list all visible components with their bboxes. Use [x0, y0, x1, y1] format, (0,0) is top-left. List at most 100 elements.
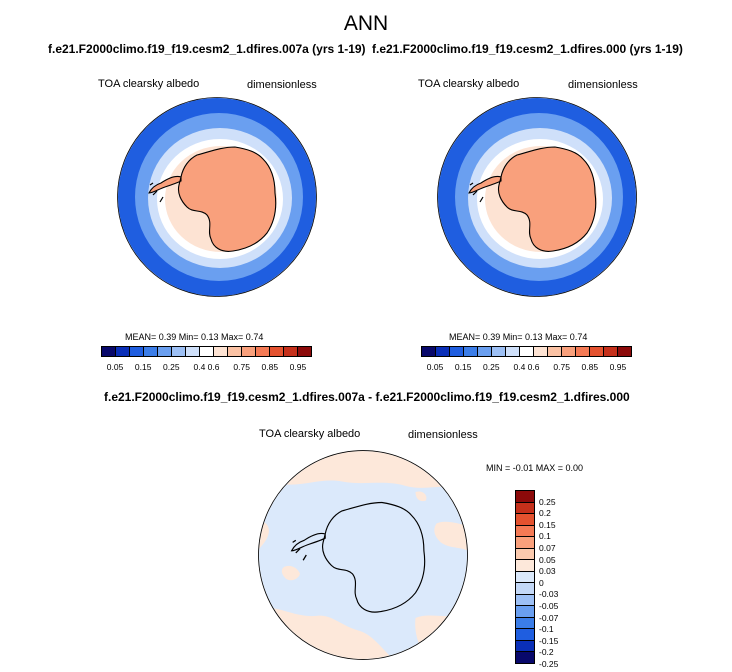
antarctica-coastline	[290, 501, 426, 613]
colorbar-swatch	[298, 347, 311, 356]
colorbar-tick-label: 0.2	[539, 508, 551, 519]
left-case-title: f.e21.F2000climo.f19_f19.cesm2_1.dfires.…	[48, 42, 366, 56]
colorbar-tick-label: 0.6	[527, 362, 540, 372]
colorbar-swatch	[516, 491, 534, 503]
colorbar-swatch	[516, 502, 534, 515]
colorbar-swatch	[516, 571, 534, 584]
colorbar-swatch	[102, 347, 116, 356]
colorbar-swatch	[516, 525, 534, 538]
colorbar-swatch	[228, 347, 242, 356]
colorbar-swatch	[618, 347, 631, 356]
colorbar-swatch	[520, 347, 534, 356]
colorbar-swatch	[516, 652, 534, 663]
zone-antarctic-interior	[516, 158, 588, 242]
left-units-label: dimensionless	[247, 79, 317, 91]
right-stats: MEAN= 0.39 Min= 0.13 Max= 0.74	[449, 332, 588, 342]
colorbar-swatch	[516, 537, 534, 549]
colorbar-tick-label: 0.4	[193, 362, 206, 372]
right-polar-map	[437, 97, 637, 297]
colorbar-tick-label: -0.2	[539, 647, 554, 658]
left-colorbar	[101, 346, 312, 357]
positive-patch-6	[415, 491, 427, 502]
colorbar-tick-label: 0.05	[539, 554, 556, 565]
left-stats: MEAN= 0.39 Min= 0.13 Max= 0.74	[125, 332, 264, 342]
colorbar-swatch	[516, 629, 534, 641]
colorbar-swatch	[436, 347, 450, 356]
colorbar-swatch	[256, 347, 270, 356]
colorbar-tick-label: 0.25	[483, 362, 500, 372]
zone-antarctic-peninsula	[149, 176, 181, 193]
zone-antarctic-interior	[196, 158, 268, 242]
colorbar-swatch	[548, 347, 562, 356]
colorbar-swatch	[516, 583, 534, 595]
left-polar-map	[117, 97, 317, 297]
colorbar-swatch	[284, 347, 298, 356]
colorbar-swatch	[450, 347, 464, 356]
colorbar-swatch	[130, 347, 144, 356]
colorbar-tick-label: 0.75	[553, 362, 570, 372]
antarctica-coastline	[468, 146, 597, 252]
diff-units-label: dimensionless	[408, 429, 478, 441]
positive-patch-5	[281, 565, 300, 581]
figure-title: ANN	[343, 12, 389, 35]
colorbar-swatch	[604, 347, 618, 356]
positive-patch-4	[434, 521, 467, 551]
zone-most-of-domain	[259, 451, 467, 659]
island-coastlines	[292, 539, 307, 561]
colorbar-swatch	[200, 347, 214, 356]
colorbar-swatch	[590, 347, 604, 356]
map-boundary	[258, 450, 468, 660]
colorbar-swatch	[506, 347, 520, 356]
right-case-title: f.e21.F2000climo.f19_f19.cesm2_1.dfires.…	[372, 42, 683, 56]
left-variable-label: TOA clearsky albedo	[98, 78, 200, 90]
colorbar-tick-label: 0.4	[513, 362, 526, 372]
colorbar-swatch	[144, 347, 158, 356]
left-colorbar-ticks: 0.05 0.15 0.25 0.4 0.6 0.75 0.85 0.95	[101, 362, 312, 374]
colorbar-swatch	[172, 347, 186, 356]
colorbar-tick-label: 0.85	[261, 362, 279, 372]
colorbar-swatch	[214, 347, 228, 356]
colorbar-swatch	[516, 640, 534, 653]
antarctica-coastline	[148, 146, 277, 252]
colorbar-tick-label: -0.15	[539, 635, 559, 646]
colorbar-tick-label: 0.25	[163, 362, 180, 372]
right-units-label: dimensionless	[568, 79, 638, 91]
island-coastlines	[149, 182, 164, 203]
colorbar-tick-label: 0.6	[207, 362, 220, 372]
colorbar-tick-label: 0.1	[539, 531, 551, 542]
colorbar-swatch	[516, 606, 534, 618]
colorbar-swatch	[516, 514, 534, 526]
colorbar-tick-label: 0.15	[539, 519, 556, 530]
colorbar-tick-label: -0.05	[539, 601, 559, 611]
diff-variable-label: TOA clearsky albedo	[259, 428, 361, 440]
colorbar-swatch	[116, 347, 130, 356]
difference-title: f.e21.F2000climo.f19_f19.cesm2_1.dfires.…	[104, 390, 630, 404]
colorbar-tick-label: 0	[539, 577, 544, 588]
right-colorbar-ticks: 0.05 0.15 0.25 0.4 0.6 0.75 0.85 0.95	[421, 362, 632, 374]
colorbar-tick-label: 0.05	[106, 362, 124, 372]
colorbar-tick-label: -0.07	[539, 612, 559, 623]
colorbar-swatch	[464, 347, 478, 356]
colorbar-tick-label: 0.85	[581, 362, 599, 372]
right-variable-label: TOA clearsky albedo	[418, 78, 520, 90]
right-colorbar	[421, 346, 632, 357]
colorbar-swatch	[242, 347, 256, 356]
colorbar-swatch	[422, 347, 436, 356]
colorbar-swatch	[516, 617, 534, 630]
difference-polar-map	[258, 450, 468, 660]
colorbar-tick-label: 0.03	[539, 566, 556, 577]
colorbar-swatch	[158, 347, 172, 356]
colorbar-swatch	[516, 560, 534, 572]
colorbar-swatch	[186, 347, 200, 356]
colorbar-tick-label: 0.95	[609, 362, 627, 372]
colorbar-tick-label: 0.95	[289, 362, 307, 372]
colorbar-swatch	[516, 548, 534, 561]
colorbar-tick-label: 0.25	[539, 496, 556, 507]
colorbar-swatch	[576, 347, 590, 356]
colorbar-swatch	[270, 347, 284, 356]
colorbar-swatch	[478, 347, 492, 356]
colorbar-tick-label: 0.15	[454, 362, 472, 372]
colorbar-tick-label: 0.75	[233, 362, 250, 372]
island-coastlines	[469, 182, 484, 203]
colorbar-tick-label: 0.15	[134, 362, 152, 372]
